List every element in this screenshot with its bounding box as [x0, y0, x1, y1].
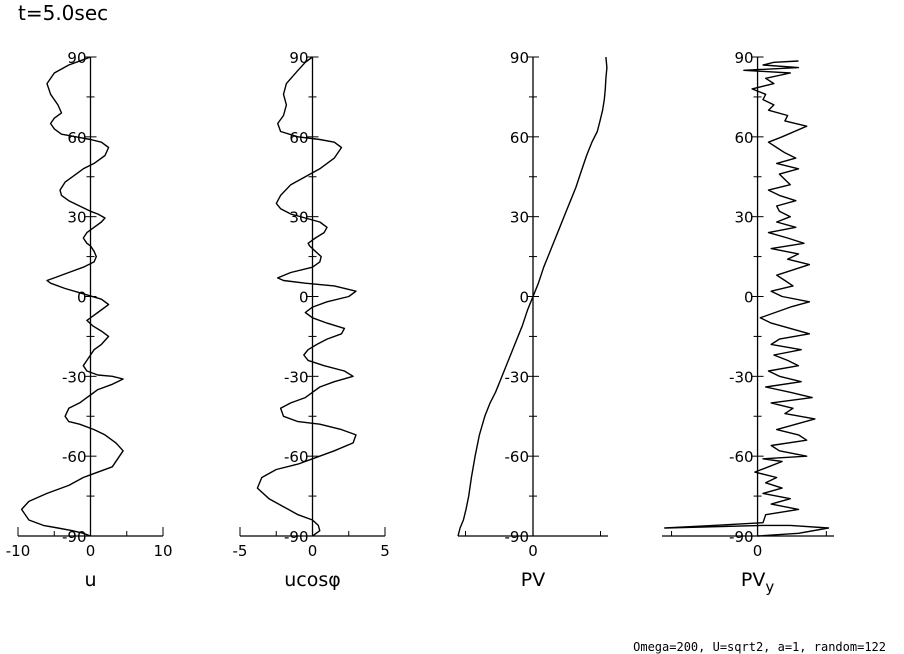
- x-tick-label: 0: [308, 542, 318, 560]
- y-tick-label: -90: [284, 528, 309, 546]
- x-axis-label: PVy: [741, 569, 774, 596]
- y-tick-label: 0: [77, 289, 87, 307]
- x-tick-label: 0: [528, 542, 538, 560]
- time-label: t=5.0sec: [18, 1, 108, 25]
- series-line: [457, 56, 608, 537]
- series-line: [664, 60, 830, 537]
- y-tick-label: 90: [510, 49, 529, 67]
- y-tick-label: 60: [289, 129, 308, 147]
- y-tick-label: -30: [62, 368, 87, 386]
- series-line: [20, 56, 124, 537]
- y-tick-label: -60: [729, 448, 754, 466]
- x-axis-label: u: [84, 569, 96, 591]
- x-tick-label: -10: [6, 542, 31, 560]
- x-axis-label: PV: [521, 569, 545, 591]
- y-tick-label: 30: [734, 209, 753, 227]
- y-tick-label: 0: [744, 289, 754, 307]
- y-tick-label: -60: [505, 448, 530, 466]
- y-tick-label: -90: [505, 528, 530, 546]
- x-tick-label: 10: [153, 542, 172, 560]
- y-tick-label: -60: [62, 448, 87, 466]
- series-line: [256, 56, 357, 537]
- y-tick-label: 0: [519, 289, 529, 307]
- x-tick-label: 0: [86, 542, 96, 560]
- y-tick-label: 0: [299, 289, 309, 307]
- y-tick-label: 30: [67, 209, 86, 227]
- y-tick-label: 30: [289, 209, 308, 227]
- x-tick-label: -5: [233, 542, 248, 560]
- panel-ucosphi: -5 0 5 -90 -60 -30 0 30 60 90 ucosφ: [233, 49, 390, 591]
- y-tick-label: -30: [284, 368, 309, 386]
- x-tick-label: 0: [753, 542, 763, 560]
- y-tick-label: 60: [510, 129, 529, 147]
- y-tick-label: -30: [729, 368, 754, 386]
- y-tick-label: -90: [729, 528, 754, 546]
- y-tick-label: 90: [67, 49, 86, 67]
- parameters-footer: Omega=200, U=sqrt2, a=1, random=122: [633, 640, 886, 654]
- y-tick-label: 60: [734, 129, 753, 147]
- y-tick-label: -60: [284, 448, 309, 466]
- x-axis-label: ucosφ: [284, 569, 341, 591]
- y-tick-label: 60: [67, 129, 86, 147]
- y-tick-label: -30: [505, 368, 530, 386]
- y-tick-label: 90: [734, 49, 753, 67]
- y-tick-label: 30: [510, 209, 529, 227]
- y-tick-label: 90: [289, 49, 308, 67]
- x-tick-label: 5: [380, 542, 390, 560]
